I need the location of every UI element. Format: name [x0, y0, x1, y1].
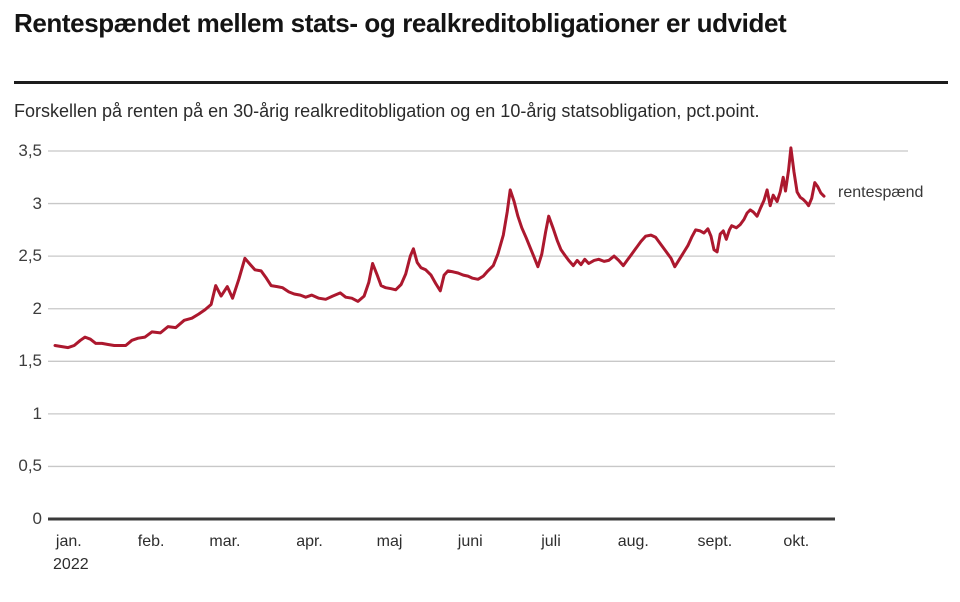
- x-tick-label-jan: jan.: [55, 533, 82, 550]
- y-tick-label-0: 0: [32, 509, 42, 528]
- y-tick-label-2: 2: [32, 298, 42, 318]
- spread-line: [53, 146, 826, 350]
- x-tick-label-aug: aug.: [617, 533, 649, 550]
- x-tick-label-apr: apr.: [296, 533, 323, 550]
- x-axis-year-label: 2022: [53, 556, 89, 573]
- x-tick-label-okt: okt.: [783, 533, 810, 550]
- x-tick-label-juli: juli: [541, 533, 561, 550]
- x-tick-label-mar: mar.: [209, 533, 241, 550]
- x-tick-label-maj: maj: [376, 533, 403, 550]
- y-tick-label-0,5: 0,5: [18, 456, 42, 476]
- x-tick-label-sept: sept.: [697, 533, 733, 550]
- chart-title: Rentespændet mellem stats- og realkredit…: [14, 8, 787, 38]
- y-tick-label-3,5: 3,5: [18, 141, 42, 160]
- y-tick-label-1: 1: [32, 403, 42, 423]
- series-legend-label: rentespænd: [838, 184, 924, 201]
- chart-subtitle: Forskellen på renten på en 30-årig realk…: [14, 101, 760, 121]
- y-tick-label-2,5: 2,5: [18, 246, 42, 266]
- x-tick-label-feb: feb.: [137, 533, 165, 550]
- x-tick-label-juni: juni: [457, 533, 483, 550]
- y-tick-label-1,5: 1,5: [18, 351, 42, 371]
- title-divider: [14, 81, 948, 84]
- y-tick-label-3: 3: [32, 193, 42, 213]
